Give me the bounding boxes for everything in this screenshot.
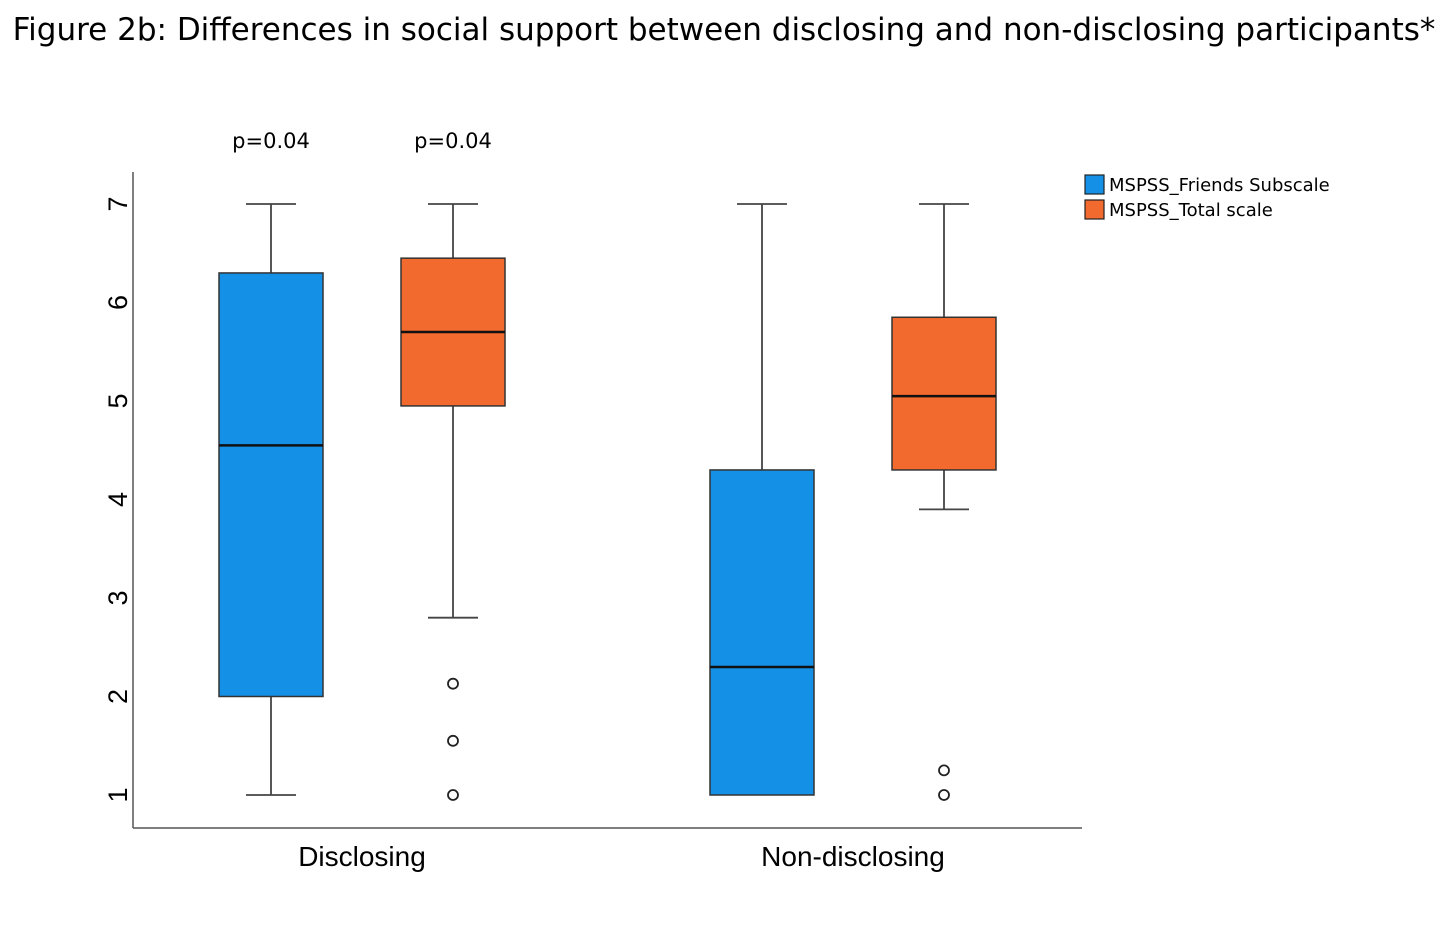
- box-total-disclosing: [400, 203, 506, 801]
- p-value-annotation: p=0.04: [232, 129, 310, 153]
- figure-title: Figure 2b: Differences in social support…: [12, 12, 1436, 48]
- outlier-point: [447, 734, 459, 747]
- box-iqr: [218, 272, 324, 698]
- outlier-point: [447, 677, 459, 690]
- y-axis-ticks: 1 2 3 4 5 6 7: [103, 196, 133, 802]
- legend-label: MSPSS_Friends Subscale: [1109, 175, 1330, 196]
- legend: MSPSS_Friends Subscale MSPSS_Total scale: [1084, 174, 1330, 221]
- legend-swatch: [1084, 199, 1105, 220]
- box-iqr: [891, 316, 997, 471]
- boxes: [218, 203, 997, 801]
- outlier-point: [938, 789, 950, 801]
- legend-swatch: [1084, 174, 1105, 195]
- x-category-label: Non-disclosing: [761, 841, 945, 872]
- x-category-label: Disclosing: [298, 841, 426, 872]
- y-tick-label: 4: [103, 492, 133, 507]
- outlier-point: [938, 764, 950, 777]
- box-friends-non-disclosing: [709, 203, 815, 796]
- box-total-non-disclosing: [891, 203, 997, 801]
- annotations: p=0.04 p=0.04: [232, 129, 492, 153]
- y-tick-label: 2: [103, 689, 133, 704]
- axes: [132, 172, 1082, 829]
- y-tick-label: 1: [103, 787, 133, 802]
- x-axis-labels: Disclosing Non-disclosing: [298, 841, 945, 872]
- y-tick-label: 6: [103, 295, 133, 310]
- outlier-point: [447, 789, 459, 801]
- box-friends-disclosing: [218, 203, 324, 796]
- y-tick-label: 3: [103, 590, 133, 605]
- p-value-annotation: p=0.04: [414, 129, 492, 153]
- y-tick-label: 5: [103, 393, 133, 408]
- y-tick-label: 7: [103, 196, 133, 211]
- box-iqr: [709, 469, 815, 796]
- legend-label: MSPSS_Total scale: [1109, 200, 1273, 221]
